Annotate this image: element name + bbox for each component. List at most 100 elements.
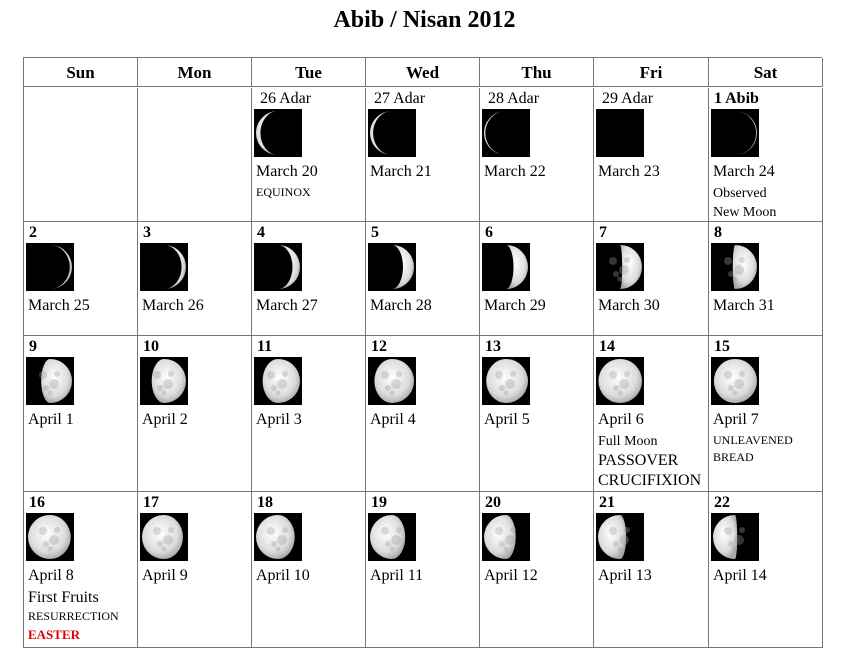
day-note: Observed [713,186,767,201]
day-note: EQUINOX [256,185,311,199]
moon-phase-icon [596,109,644,157]
weekday-header-fri: Fri [594,58,709,87]
hebrew-day-label: 10 [143,338,159,355]
gregorian-date-label: April 4 [370,411,416,428]
day-note: EASTER [28,627,81,642]
calendar-day-cell: 13 April 5 [480,336,594,492]
calendar-day-cell: 7 March 30 [594,222,709,336]
gregorian-date-label: March 27 [256,297,318,314]
gregorian-date-label: April 11 [370,567,424,584]
calendar-day-cell: 1 Abib March 24 Observed New Moon [709,88,823,222]
calendar-day-cell: 9 April 1 [24,336,138,492]
weekday-header-wed: Wed [366,58,480,87]
gregorian-date-label: April 12 [484,567,538,584]
weekday-header-sun: Sun [24,58,138,87]
gregorian-date-label: March 24 [713,163,775,180]
calendar-day-cell: 5 March 28 [366,222,480,336]
calendar-day-cell: 8 March 31 [709,222,823,336]
moon-phase-icon [254,109,302,157]
weekday-header-sat: Sat [709,58,823,87]
page-title: Abib / Nisan 2012 [333,7,516,33]
day-note: Full Moon [598,434,658,449]
hebrew-day-label: 2 [29,224,37,241]
gregorian-date-label: April 6 [598,411,644,428]
hebrew-day-label: 6 [485,224,493,241]
moon-phase-icon [368,109,416,157]
empty-day-cell [138,88,252,222]
calendar-day-cell: 10 April 2 [138,336,252,492]
calendar-day-cell: 14 April 6 Full Moon PASSOVER CRUCIFIXION [594,336,709,492]
hebrew-day-label: 19 [371,494,387,511]
calendar-grid: Sun Mon Tue Wed Thu Fri Sat 26 Adar March 20 EQUI… [23,57,823,648]
gregorian-date-label: April 14 [713,567,767,584]
day-note: UNLEAVENED [713,433,793,447]
gregorian-date-label: March 29 [484,297,546,314]
weekday-header-mon: Mon [138,58,252,87]
calendar-day-cell: 19 April 11 [366,492,480,648]
day-note: RESURRECTION [28,609,119,623]
moon-phase-icon [140,357,188,405]
calendar-day-cell: 29 Adar March 23 [594,88,709,222]
moon-phase-icon [596,357,644,405]
moon-phase-icon [482,357,530,405]
moon-phase-icon [254,513,302,561]
hebrew-day-label: 12 [371,338,387,355]
gregorian-date-label: April 8 [28,567,74,584]
gregorian-date-label: April 1 [28,411,74,428]
gregorian-date-label: March 26 [142,297,204,314]
calendar-day-cell: 20 April 12 [480,492,594,648]
day-notes: UNLEAVENED BREAD [713,432,820,466]
hebrew-day-label: 11 [257,338,273,355]
calendar-day-cell: 3 March 26 [138,222,252,336]
calendar-day-cell: 16 April 8 First Fruits RESURRECTION EASTER [24,492,138,648]
moon-phase-icon [596,243,644,291]
gregorian-date-label: March 23 [598,163,660,180]
moon-phase-icon [26,513,74,561]
hebrew-day-label: 16 [29,494,45,511]
calendar-day-cell: 18 April 10 [252,492,366,648]
moon-phase-icon [482,109,530,157]
hebrew-day-label: 13 [485,338,501,355]
gregorian-date-label: March 20 [256,163,318,180]
moon-phase-icon [368,357,416,405]
gregorian-date-label: March 31 [713,297,775,314]
moon-phase-icon [140,513,188,561]
day-note: CRUCIFIXION [598,472,702,489]
moon-phase-icon [140,243,188,291]
day-note: First Fruits [28,589,99,606]
day-note: New Moon [713,205,777,220]
gregorian-date-label: April 9 [142,567,188,584]
day-note: PASSOVER [598,452,679,469]
moon-phase-icon [711,243,759,291]
day-notes: Observed New Moon [713,184,820,221]
gregorian-date-label: March 28 [370,297,432,314]
moon-phase-icon [26,357,74,405]
empty-day-cell [24,88,138,222]
weekday-header-thu: Thu [480,58,594,87]
hebrew-day-label: 9 [29,338,37,355]
moon-phase-icon [711,357,759,405]
hebrew-day-label: 20 [485,494,501,511]
calendar-day-cell: 21 April 13 [594,492,709,648]
hebrew-day-label: 28 Adar [488,90,540,107]
gregorian-date-label: April 13 [598,567,652,584]
moon-phase-icon [596,513,644,561]
calendar-day-cell: 26 Adar March 20 EQUINOX [252,88,366,222]
calendar-day-cell: 15 April 7 UNLEAVENED BREAD [709,336,823,492]
gregorian-date-label: March 21 [370,163,432,180]
moon-phase-icon [482,243,530,291]
gregorian-date-label: April 10 [256,567,310,584]
day-notes: First Fruits RESURRECTION EASTER [28,588,135,644]
gregorian-date-label: March 30 [598,297,660,314]
hebrew-day-label: 15 [714,338,730,355]
hebrew-day-label: 29 Adar [602,90,654,107]
calendar-day-cell: 6 March 29 [480,222,594,336]
hebrew-day-label: 1 Abib [714,90,759,107]
hebrew-day-label: 21 [599,494,615,511]
hebrew-day-label: 17 [143,494,159,511]
calendar-day-cell: 4 March 27 [252,222,366,336]
hebrew-day-label: 5 [371,224,379,241]
gregorian-date-label: March 22 [484,163,546,180]
day-note: BREAD [713,450,754,464]
gregorian-date-label: April 7 [713,411,759,428]
